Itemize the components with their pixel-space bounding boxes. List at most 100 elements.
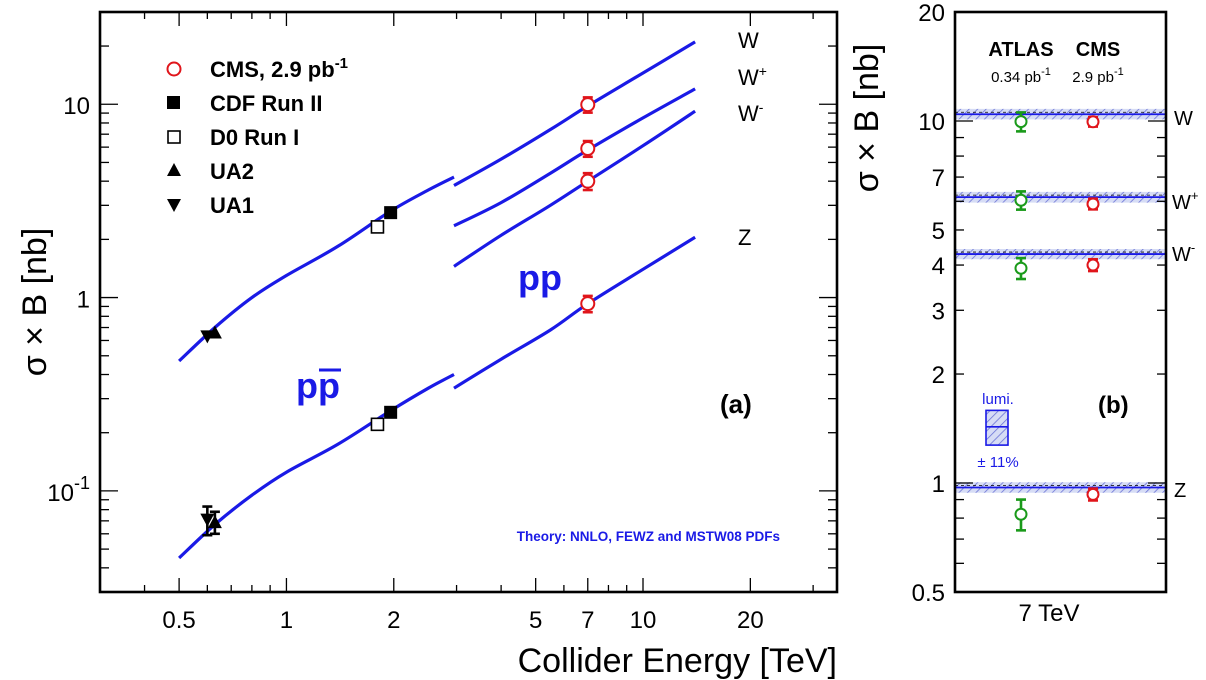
lumi-box-area: [986, 410, 1008, 445]
marker-open-circle-red: [581, 175, 594, 188]
curve-label-wplus: W+: [738, 63, 767, 90]
curve-labels: W W+ W- Z: [738, 28, 767, 250]
band-labels: W W+ W- Z: [1172, 108, 1198, 502]
panel-a-ylabel: σ × B [nb]: [16, 228, 54, 377]
panel-b-y-tick-label: 10: [918, 109, 945, 136]
column-lumi-atlas: 0.34 pb-1: [991, 66, 1051, 86]
label-ppbar: pp: [296, 365, 341, 406]
legend-entry-ua2: UA2: [167, 159, 254, 184]
x-tick-label: 5: [529, 607, 542, 634]
marker-open-circle-red: [581, 297, 594, 310]
panel-b-y-tick-label: 20: [918, 0, 945, 27]
curve-label-wminus: W-: [738, 99, 764, 126]
legend: CMS, 2.9 pb-1 CDF Run II D0 Run I UA2 UA…: [167, 55, 348, 218]
panel-a: 0.5 1 2 5 7 10 2010-1110 Collider Energy [TeV]…: [16, 12, 837, 680]
point-cms-wminus: [1088, 259, 1099, 271]
curve-label-z: Z: [738, 225, 751, 250]
panel-b-ylabel: σ × B [nb]: [848, 44, 886, 193]
panel-a-label: (a): [720, 389, 752, 419]
x-tick-label: 0.5: [162, 607, 195, 634]
band-label-wminus: W-: [1172, 240, 1195, 266]
panel-b: 0.51234571020 σ × B [nb] 7 TeV ATLAS 0.3…: [848, 0, 1198, 627]
y-tick-label: 1: [77, 287, 90, 314]
data-point-d0-run-i: [371, 221, 383, 233]
marker-open-circle: [1016, 195, 1027, 206]
column-header-cms: CMS 2.9 pb-1: [1072, 39, 1124, 86]
legend-marker-open-square: [168, 131, 180, 143]
theory-curve-w-pp-: [454, 111, 695, 266]
data-point-d0-run-i: [371, 418, 383, 430]
data-point-cms: [581, 141, 594, 157]
panel-b-y-tick-label: 0.5: [912, 580, 945, 607]
data-point-cms: [581, 97, 594, 112]
panel-b-frame: [955, 12, 1166, 592]
marker-open-square: [371, 221, 383, 233]
marker-open-circle-red: [581, 142, 594, 155]
point-atlas-wminus: [1016, 258, 1027, 279]
lumi-box: lumi. ± 11%: [977, 391, 1018, 471]
marker-open-circle: [1088, 198, 1099, 209]
marker-open-square: [371, 418, 383, 430]
marker-open-circle: [1016, 116, 1027, 127]
panel-b-y-tick-label: 7: [932, 165, 945, 192]
legend-marker-filled-square: [167, 96, 180, 109]
data-point-cdf-run-ii: [384, 206, 397, 219]
point-cms-z: [1088, 489, 1099, 501]
theory-band-wminus: [955, 249, 1166, 259]
legend-entry-ua1: UA1: [167, 193, 254, 218]
lumi-error-label: ± 11%: [977, 454, 1018, 471]
legend-entry-cdf: CDF Run II: [167, 91, 322, 116]
band-label-w: W: [1174, 108, 1193, 130]
panel-b-y-tick-label: 1: [932, 471, 945, 498]
column-lumi-cms: 2.9 pb-1: [1072, 66, 1124, 86]
data-point-cms: [581, 173, 594, 190]
panel-b-data-points: [1016, 112, 1099, 530]
theory-note: Theory: NNLO, FEWZ and MSTW08 PDFs: [517, 529, 780, 544]
point-cms-w: [1088, 116, 1099, 127]
point-atlas-z: [1016, 500, 1027, 531]
y-tick-label: 10: [63, 93, 90, 120]
marker-filled-square: [384, 406, 397, 419]
theory-band-z: [955, 482, 1166, 493]
panel-b-y-tick-label: 5: [932, 218, 945, 245]
legend-label-ua2: UA2: [210, 159, 254, 184]
legend-entry-d0: D0 Run I: [168, 125, 299, 150]
column-header-atlas: ATLAS 0.34 pb-1: [988, 39, 1053, 86]
panel-b-label: (b): [1098, 392, 1129, 419]
marker-open-circle: [1088, 116, 1099, 127]
column-name-atlas: ATLAS: [988, 39, 1053, 61]
theory-curve-z-pp-: [454, 237, 695, 388]
band-label-z: Z: [1174, 480, 1186, 502]
x-tick-label: 7: [581, 607, 594, 634]
panel-b-y-tick-label: 3: [932, 298, 945, 325]
label-pp: pp: [518, 257, 562, 298]
theory-curve-w-pp-: [454, 89, 695, 226]
panel-b-y-tick-label: 2: [932, 362, 945, 389]
legend-label-cms-sup: -1: [335, 55, 348, 72]
band-label-wplus: W+: [1172, 188, 1198, 214]
x-tick-label: 1: [280, 607, 293, 634]
panel-a-data-points: [200, 97, 594, 535]
legend-entry-cms: CMS, 2.9 pb-1: [168, 55, 349, 82]
legend-marker-triangle-down: [167, 199, 181, 212]
panel-a-xlabel: Collider Energy [TeV]: [518, 642, 837, 680]
legend-label-cms: CMS, 2.9 pb: [210, 57, 335, 82]
marker-filled-square: [384, 206, 397, 219]
x-tick-label: 20: [737, 607, 764, 634]
panel-a-theory-curves: [179, 42, 695, 558]
legend-marker-triangle-up: [167, 163, 181, 176]
marker-open-circle: [1088, 489, 1099, 500]
column-name-cms: CMS: [1076, 39, 1120, 61]
curve-label-w: W: [738, 28, 759, 53]
x-tick-label: 10: [630, 607, 657, 634]
svg-text:CMS, 2.9 pb-1: CMS, 2.9 pb-1: [210, 55, 348, 82]
legend-label-cdf: CDF Run II: [210, 91, 322, 116]
marker-open-circle-red: [581, 98, 594, 111]
lumi-label: lumi.: [982, 391, 1014, 408]
data-point-cdf-run-ii: [384, 406, 397, 419]
point-cms-wplus: [1088, 198, 1099, 209]
theory-band-wplus: [955, 192, 1166, 203]
marker-open-circle: [1016, 509, 1027, 520]
data-point-cms: [581, 296, 594, 312]
